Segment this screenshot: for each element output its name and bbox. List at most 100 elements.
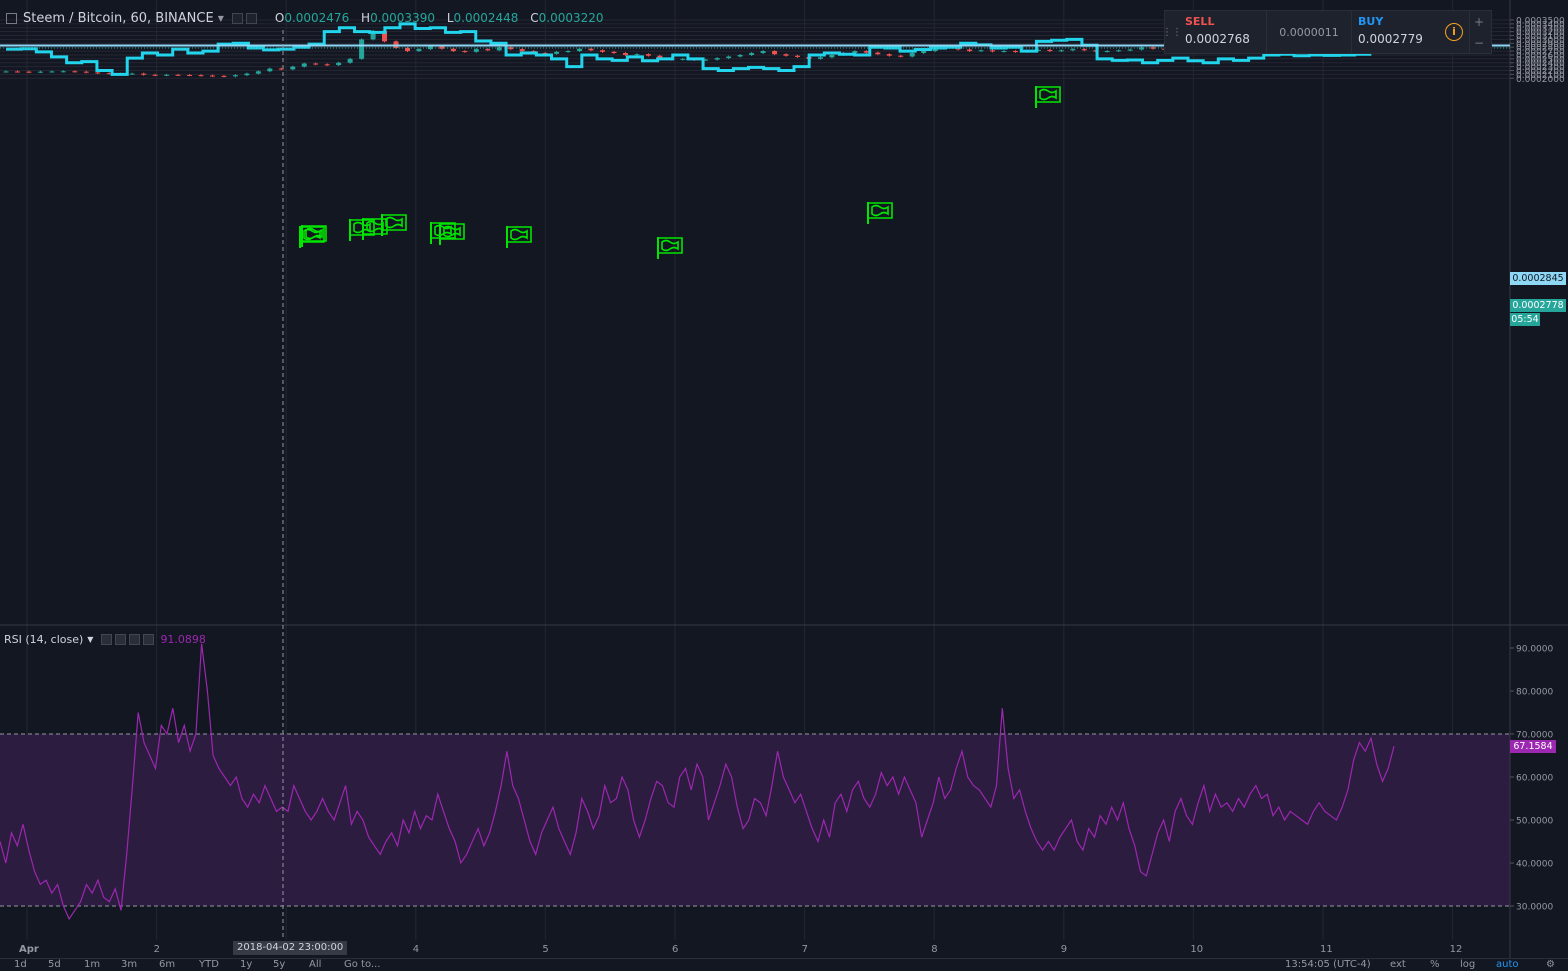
- candle-body: [1116, 50, 1122, 52]
- candle-body: [978, 50, 984, 52]
- sell-button[interactable]: SELL 0.0002768: [1179, 11, 1267, 53]
- x-tick-label: 12: [1450, 944, 1463, 955]
- open-label: O: [274, 11, 285, 25]
- y-tick-label: 0.0002900: [1516, 40, 1565, 50]
- candle-body: [290, 66, 296, 70]
- x-tick-label: 4: [413, 944, 419, 955]
- candle-body: [187, 74, 193, 76]
- rsi-title[interactable]: RSI (14, close): [4, 633, 84, 646]
- y-tick-label: 0.0002100: [1516, 71, 1565, 81]
- rsi-close-icon[interactable]: [143, 634, 155, 645]
- bottom-toolbar: 1d 5d 1m 3m 6m YTD 1y 5y All Go to... 13…: [0, 958, 1568, 971]
- candle-body: [141, 73, 147, 75]
- y-tick-label: 0.0003300: [1516, 24, 1565, 34]
- flag-icon: [867, 202, 893, 224]
- candle-body: [72, 71, 78, 73]
- range-6m[interactable]: 6m: [159, 959, 176, 970]
- goto-button[interactable]: Go to...: [344, 959, 381, 970]
- buy-label: BUY: [1358, 15, 1384, 28]
- candle-body: [886, 54, 892, 56]
- candle-body: [622, 53, 628, 55]
- candle-body: [3, 71, 9, 73]
- source-icon[interactable]: [245, 12, 257, 24]
- candle-body: [565, 51, 571, 53]
- drag-handle-icon[interactable]: ⋮⋮: [1162, 26, 1182, 38]
- flags-layer: [299, 86, 1061, 259]
- rsi-tick-label: 30.0000: [1516, 903, 1553, 913]
- y-tick-label: 0.0002500: [1516, 55, 1565, 65]
- plus-button[interactable]: +: [1473, 14, 1485, 29]
- gear-icon[interactable]: ⚙: [1546, 959, 1555, 970]
- candle-body: [359, 39, 365, 59]
- candle-body: [462, 51, 468, 53]
- range-all[interactable]: All: [309, 959, 322, 970]
- range-5y[interactable]: 5y: [273, 959, 286, 970]
- candle-body: [760, 51, 766, 54]
- rsi-source-icon[interactable]: [129, 634, 141, 645]
- flag-icon: [506, 226, 532, 248]
- range-3m[interactable]: 3m: [121, 959, 138, 970]
- candle-body: [519, 49, 525, 52]
- rsi-tick-label: 70.0000: [1516, 731, 1553, 741]
- ext-toggle[interactable]: ext: [1390, 959, 1406, 970]
- range-1d[interactable]: 1d: [14, 959, 27, 970]
- buy-button[interactable]: BUY 0.0002779: [1351, 11, 1439, 53]
- rsi-visibility-icon[interactable]: [101, 634, 113, 645]
- candle-body: [95, 72, 101, 74]
- countdown-label: 05:54: [1510, 313, 1540, 326]
- chart-header: Steem / Bitcoin, 60, BINANCE ▼ O0.000247…: [0, 8, 604, 28]
- rsi-tick-label: 40.0000: [1516, 860, 1553, 870]
- candle-body: [198, 75, 204, 77]
- y-tick-label: 0.0003000: [1516, 36, 1565, 46]
- range-ytd[interactable]: YTD: [199, 959, 219, 970]
- y-tick-label: 0.0002200: [1516, 67, 1565, 77]
- x-tick-label: 8: [931, 944, 937, 955]
- candle-body: [599, 50, 605, 52]
- rsi-settings-icon[interactable]: [115, 634, 127, 645]
- symbol-title[interactable]: Steem / Bitcoin, 60, BINANCE: [23, 10, 214, 26]
- range-1y[interactable]: 1y: [240, 959, 253, 970]
- rsi-tick-label: 50.0000: [1516, 817, 1553, 827]
- candle-body: [1070, 49, 1076, 51]
- flag-icon: [362, 218, 388, 240]
- flag-icon: [439, 223, 465, 245]
- rsi-tick-label: 60.0000: [1516, 774, 1553, 784]
- candle-body: [772, 51, 778, 55]
- candle-body: [726, 56, 732, 59]
- candle-body: [37, 71, 43, 73]
- x-tick-label: 11: [1320, 944, 1333, 955]
- open-value: 0.0002476: [284, 11, 350, 25]
- collapse-icon[interactable]: [6, 12, 17, 24]
- settings-icon[interactable]: [231, 12, 243, 24]
- candle-body: [921, 51, 927, 54]
- chevron-down-icon[interactable]: ▼: [87, 635, 94, 644]
- candle-body: [967, 49, 973, 52]
- range-1m[interactable]: 1m: [84, 959, 101, 970]
- auto-toggle[interactable]: auto: [1496, 959, 1519, 970]
- y-tick-label: 0.0002400: [1516, 59, 1565, 69]
- crosshair-date-label: 2018-04-02 23:00:00: [233, 941, 348, 955]
- flag-icon: [381, 214, 407, 236]
- candle-body: [26, 71, 32, 73]
- candle-body: [554, 51, 560, 54]
- candle-body: [783, 54, 789, 56]
- x-tick-label: 9: [1061, 944, 1067, 955]
- candle-body: [990, 50, 996, 52]
- info-button[interactable]: i: [1439, 11, 1469, 53]
- percent-toggle[interactable]: %: [1430, 959, 1440, 970]
- range-5d[interactable]: 5d: [48, 959, 61, 970]
- sell-label: SELL: [1185, 15, 1215, 28]
- x-tick-label: Apr: [19, 944, 39, 955]
- candle-body: [817, 57, 823, 59]
- x-tick-label: 2: [154, 944, 160, 955]
- rsi-current-label: 67.1584: [1510, 740, 1556, 753]
- chevron-down-icon[interactable]: ▼: [217, 13, 224, 23]
- minus-button[interactable]: −: [1473, 35, 1485, 50]
- close-value: 0.0003220: [538, 11, 604, 25]
- log-toggle[interactable]: log: [1460, 959, 1476, 970]
- candle-body: [749, 53, 755, 55]
- candle-body: [278, 68, 284, 70]
- trade-panel: ⋮⋮ SELL 0.0002768 0.0000011 BUY 0.000277…: [1162, 10, 1492, 54]
